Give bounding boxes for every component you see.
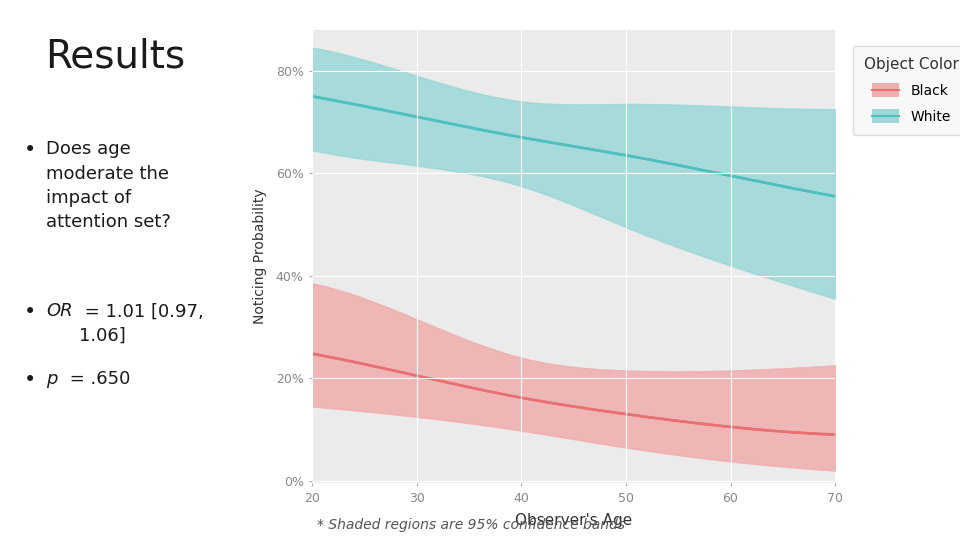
Legend: Black, White: Black, White	[852, 46, 960, 135]
Text: •: •	[24, 140, 36, 160]
X-axis label: Observer's Age: Observer's Age	[515, 513, 633, 528]
Text: * Shaded regions are 95% confidence bands: * Shaded regions are 95% confidence band…	[317, 518, 625, 532]
Text: p: p	[46, 370, 58, 388]
Text: = .650: = .650	[64, 370, 131, 388]
Text: •: •	[24, 370, 36, 390]
Text: Does age
moderate the
impact of
attention set?: Does age moderate the impact of attentio…	[46, 140, 171, 231]
Y-axis label: Noticing Probability: Noticing Probability	[253, 188, 267, 325]
Text: Results: Results	[44, 38, 184, 76]
Text: OR: OR	[46, 302, 73, 320]
Text: •: •	[24, 302, 36, 322]
Text: = 1.01 [0.97,
1.06]: = 1.01 [0.97, 1.06]	[79, 302, 204, 345]
